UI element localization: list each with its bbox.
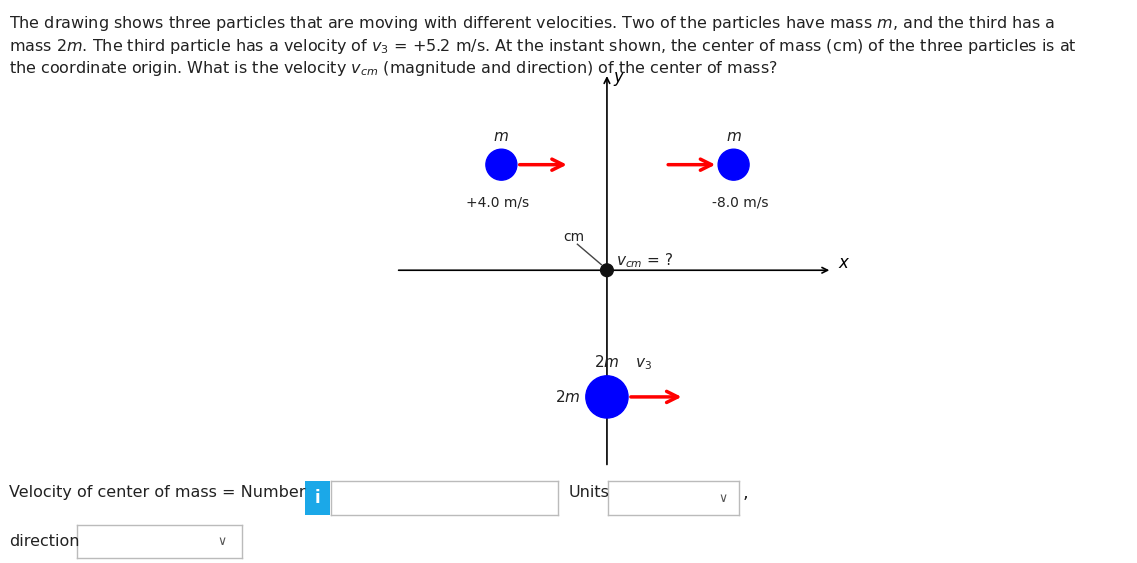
Text: $x$: $x$: [838, 254, 850, 272]
Text: ∨: ∨: [719, 491, 728, 505]
Text: Units: Units: [568, 485, 609, 500]
Text: direction: direction: [9, 534, 80, 549]
Text: $v_3$: $v_3$: [636, 356, 652, 372]
Text: The drawing shows three particles that are moving with different velocities. Two: The drawing shows three particles that a…: [9, 14, 1055, 33]
Text: -8.0 m/s: -8.0 m/s: [713, 195, 769, 209]
Text: $m$: $m$: [493, 128, 509, 144]
Circle shape: [485, 149, 517, 180]
Text: 2$m$: 2$m$: [555, 389, 580, 405]
Text: ,: ,: [742, 484, 748, 502]
Text: the coordinate origin. What is the velocity $v_{cm}$ (magnitude and direction) o: the coordinate origin. What is the veloc…: [9, 59, 778, 78]
Circle shape: [719, 149, 749, 180]
Text: 2$m$: 2$m$: [595, 354, 620, 370]
Text: mass 2$m$. The third particle has a velocity of $v_3$ = +5.2 m/s. At the instant: mass 2$m$. The third particle has a velo…: [9, 37, 1077, 56]
Text: ∨: ∨: [218, 535, 227, 548]
Circle shape: [586, 376, 628, 418]
Text: Velocity of center of mass = Number: Velocity of center of mass = Number: [9, 485, 306, 500]
Text: $m$: $m$: [725, 128, 741, 144]
Text: +4.0 m/s: +4.0 m/s: [466, 195, 530, 209]
Text: cm: cm: [563, 230, 584, 244]
Text: $y$: $y$: [613, 70, 625, 88]
Text: i: i: [315, 489, 319, 507]
Text: $v_{cm}$ = ?: $v_{cm}$ = ?: [616, 251, 673, 270]
Circle shape: [600, 264, 613, 276]
